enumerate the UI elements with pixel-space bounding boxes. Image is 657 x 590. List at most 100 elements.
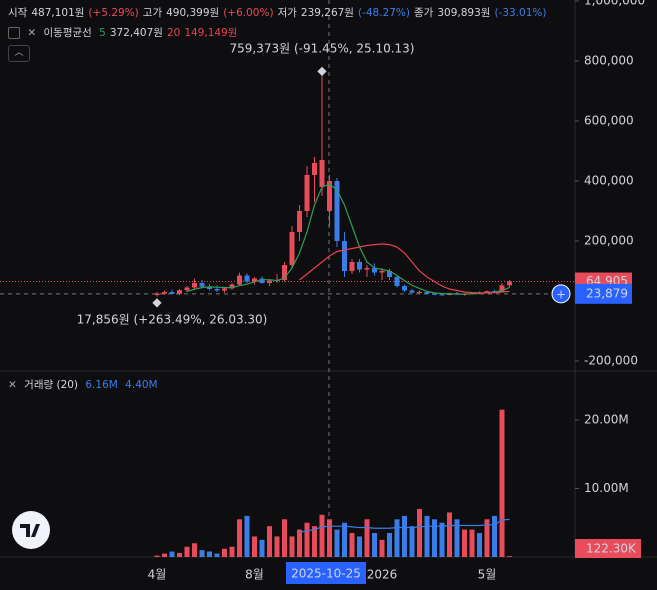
volume-bar bbox=[327, 519, 332, 557]
volume-bar bbox=[507, 556, 512, 557]
x-tick-label: 5월 bbox=[478, 568, 497, 582]
candle-body bbox=[327, 180, 332, 211]
candle-body bbox=[229, 284, 235, 289]
candle-body bbox=[387, 270, 392, 277]
ohlc-value: 490,399원 bbox=[166, 7, 220, 19]
volume-bar bbox=[297, 529, 302, 557]
volume-bar bbox=[259, 539, 265, 557]
volume-bar bbox=[312, 526, 317, 557]
volume-bar bbox=[447, 512, 452, 557]
close-icon[interactable]: ✕ bbox=[8, 379, 17, 391]
volume-bar bbox=[379, 539, 385, 557]
low-annotation: 17,856원 (+263.49%, 26.03.30) bbox=[77, 313, 268, 327]
volume-bar bbox=[192, 543, 197, 557]
ma-line bbox=[299, 243, 510, 294]
candle-body bbox=[499, 285, 505, 292]
volume-bar bbox=[244, 515, 250, 557]
candle-body bbox=[372, 267, 377, 273]
candle-body bbox=[319, 159, 325, 187]
volume-bar bbox=[229, 546, 235, 557]
last-volume-box bbox=[575, 539, 641, 558]
volume-bar bbox=[424, 515, 430, 557]
y-tick-label: 400,000 bbox=[584, 173, 634, 187]
high-marker: ◆ bbox=[317, 64, 327, 78]
crosshair-date-label: 2025-10-25 bbox=[291, 567, 361, 581]
candle-body bbox=[259, 278, 265, 283]
volume-bar bbox=[237, 519, 242, 557]
volume-bar bbox=[364, 519, 370, 557]
candle-body bbox=[349, 261, 355, 271]
volume-bar bbox=[334, 529, 340, 557]
volume-bar bbox=[387, 533, 392, 557]
candle-body bbox=[432, 293, 437, 295]
ohlc-label: 시작 bbox=[8, 7, 28, 19]
volume-bar bbox=[214, 553, 220, 557]
candle-body bbox=[297, 210, 302, 232]
y-tick-label: -200,000 bbox=[584, 354, 638, 368]
close-icon[interactable]: ✕ bbox=[27, 27, 37, 39]
candle-body bbox=[237, 275, 242, 285]
last-volume-label: 122.30K bbox=[586, 542, 637, 556]
candle-body bbox=[267, 280, 272, 283]
candle-body bbox=[402, 285, 407, 291]
candle-body bbox=[484, 291, 490, 294]
candle-body bbox=[192, 282, 197, 288]
volume-ma-current: 4.40M bbox=[125, 379, 158, 391]
volume-bar bbox=[207, 551, 212, 557]
ohlc-legend: 시작 487,101원 (+5.29%) 고가 490,399원 (+6.00%) 저가 23… bbox=[8, 5, 550, 20]
ma-title: 이동평균선 bbox=[43, 27, 92, 39]
candle-body bbox=[424, 291, 430, 294]
candle-body bbox=[357, 261, 362, 270]
ohlc-label: 고가 bbox=[142, 7, 163, 19]
volume-title: 거래량 (20) bbox=[24, 379, 79, 391]
volume-bar bbox=[252, 536, 257, 557]
y-tick-label: 1,000,000 bbox=[584, 0, 645, 7]
volume-bar bbox=[492, 515, 497, 557]
tv-logo bbox=[12, 511, 50, 549]
volume-bar bbox=[289, 536, 295, 557]
ma-line bbox=[186, 183, 510, 295]
x-tick-label: 2026 bbox=[367, 568, 398, 582]
crosshair-date-box bbox=[286, 562, 366, 584]
candle-body bbox=[417, 291, 422, 293]
candle-body bbox=[379, 270, 385, 273]
volume-bar bbox=[342, 522, 347, 557]
ma-value: 149,149원 bbox=[184, 27, 238, 39]
volume-bar bbox=[357, 536, 362, 557]
volume-bar bbox=[372, 533, 377, 557]
volume-bar bbox=[432, 519, 437, 557]
candle-body bbox=[507, 281, 512, 286]
candle-body bbox=[334, 180, 340, 241]
ma-value: 372,407원 bbox=[109, 27, 163, 39]
crosshair-price-label: 23,879 bbox=[586, 286, 628, 300]
candle-body bbox=[214, 288, 220, 291]
volume-bar bbox=[282, 519, 287, 557]
ohlc-value: 487,101원 bbox=[31, 7, 85, 19]
volume-bar bbox=[484, 519, 490, 557]
y-tick-label: 10.00M bbox=[584, 481, 629, 495]
ohlc-value: 309,893원 bbox=[437, 7, 491, 19]
volume-bar bbox=[222, 548, 227, 557]
volume-bar bbox=[454, 519, 460, 557]
volume-bar bbox=[439, 522, 445, 557]
high-annotation: 759,373원 (-91.45%, 25.10.13) bbox=[230, 42, 415, 56]
volume-bar bbox=[469, 529, 475, 557]
volume-bar bbox=[177, 552, 182, 557]
volume-bar bbox=[162, 553, 167, 557]
add-icon[interactable]: + bbox=[556, 287, 566, 301]
volume-legend: ✕ 거래량 (20) 6.16M 4.40M bbox=[8, 377, 162, 392]
candle-body bbox=[439, 294, 445, 296]
candle-body bbox=[342, 240, 347, 271]
candle-body bbox=[207, 286, 212, 289]
collapse-button[interactable]: ︿ bbox=[8, 45, 30, 62]
ohlc-label: 종가 bbox=[414, 7, 434, 19]
x-tick-label: 8월 bbox=[245, 568, 264, 582]
volume-bar bbox=[169, 551, 175, 557]
volume-bar bbox=[319, 514, 325, 557]
volume-bar bbox=[499, 409, 505, 557]
add-button[interactable] bbox=[551, 284, 571, 304]
eye-icon[interactable] bbox=[8, 27, 20, 39]
candle-body bbox=[184, 287, 190, 291]
